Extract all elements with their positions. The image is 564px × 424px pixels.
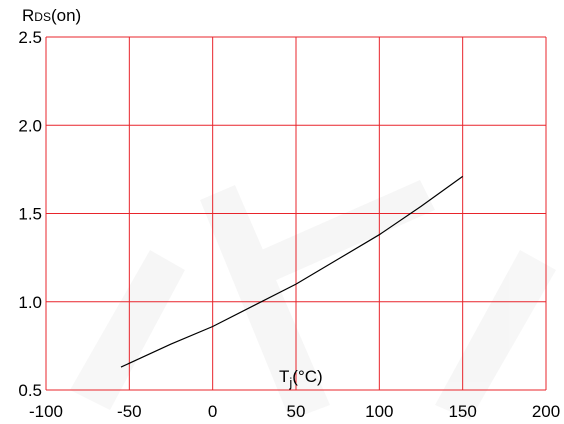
y-axis-label: RDS(on) (22, 6, 81, 25)
x-tick-label: 150 (448, 402, 476, 421)
x-tick-labels: -100 -50 0 50 100 150 200 (29, 402, 560, 421)
y-tick-label: 0.5 (18, 381, 42, 400)
x-axis-label: Tj(°C) (279, 367, 323, 390)
x-tick-label: -50 (117, 402, 142, 421)
x-tick-label: -100 (29, 402, 63, 421)
y-tick-labels: 0.5 1.0 1.5 2.0 2.5 (18, 28, 42, 400)
x-tick-label: 50 (287, 402, 306, 421)
y-tick-label: 2.0 (18, 116, 42, 135)
x-tick-label: 100 (365, 402, 393, 421)
x-tick-label: 200 (532, 402, 560, 421)
series-layer (120, 175, 464, 368)
y-tick-label: 1.0 (18, 293, 42, 312)
x-tick-label: 0 (208, 402, 217, 421)
watermark (70, 180, 556, 420)
grid (45, 36, 547, 391)
y-tick-label: 2.5 (18, 28, 42, 47)
series-line (120, 175, 464, 368)
y-tick-label: 1.5 (18, 205, 42, 224)
